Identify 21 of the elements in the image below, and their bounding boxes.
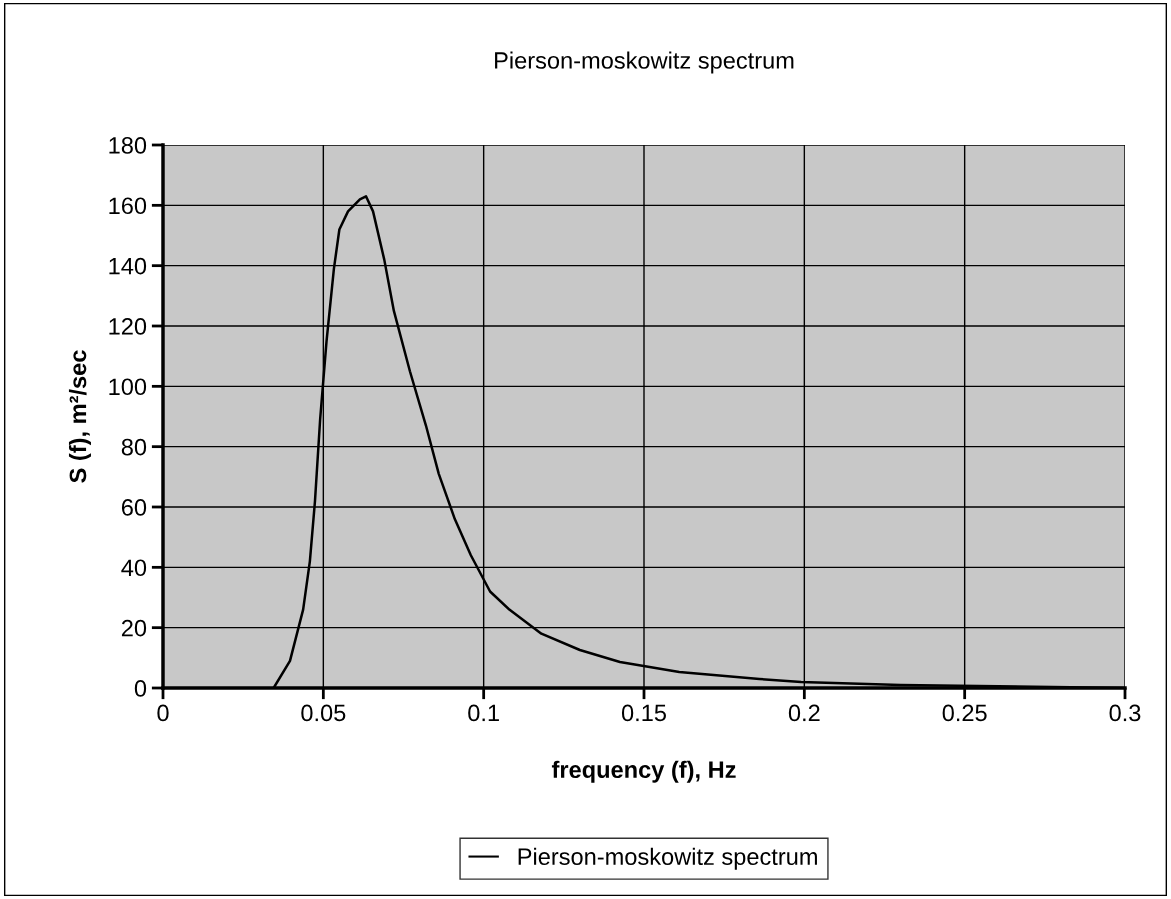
y-tick-label: 180 [109, 137, 147, 154]
y-axis-title: S (f), m²/sec [68, 350, 91, 483]
x-tick-label: 0.3 [1109, 704, 1141, 722]
legend-label: Pierson-moskowitz spectrum [518, 847, 817, 870]
y-tick-label: 140 [109, 257, 147, 275]
y-tick-label: 100 [109, 378, 147, 396]
x-tick-label: 0.15 [621, 704, 666, 722]
x-axis-title: frequency (f), Hz [551, 760, 736, 783]
y-tick-label: 80 [121, 438, 147, 456]
y-tick-label: 120 [109, 318, 147, 335]
x-tick-label: 0.05 [301, 704, 346, 722]
x-tick-label: 0 [157, 704, 169, 722]
x-tick-label: 0.25 [942, 704, 987, 722]
y-tick-label: 20 [121, 619, 147, 637]
x-tick-label: 0.2 [788, 704, 820, 722]
x-tick-label: 0.1 [468, 704, 499, 722]
chart-title: Pierson-moskowitz spectrum [495, 51, 794, 74]
y-tick-label: 60 [121, 499, 147, 516]
y-tick-label: 40 [121, 559, 147, 577]
y-tick-label: 0 [134, 680, 147, 697]
y-tick-label: 160 [109, 197, 147, 215]
